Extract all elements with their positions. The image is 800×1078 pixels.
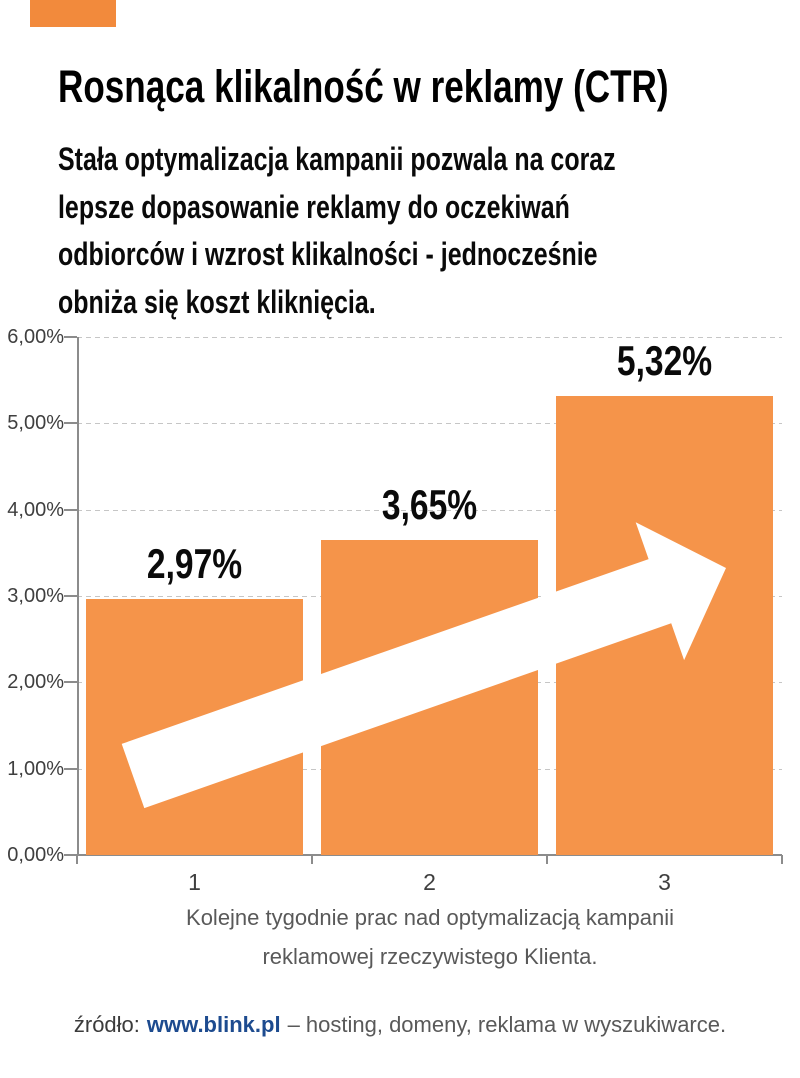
bar-week-2 <box>321 539 538 855</box>
y-axis-line <box>77 337 79 855</box>
bar-value-label: 5,32% <box>555 336 775 384</box>
gridline <box>77 337 782 338</box>
x-axis-tick <box>311 855 313 864</box>
page-title-text: Rosnąca klikalność w reklamy (CTR) <box>58 61 669 112</box>
chart-caption-line-1: Kolejne tygodnie prac nad optymalizacją … <box>186 905 674 930</box>
y-axis-label: 4,00% <box>7 498 64 521</box>
y-axis-label: 1,00% <box>7 757 64 780</box>
intro-text: Stała optymalizacja kampanii pozwala na … <box>58 136 773 326</box>
y-axis-label: 6,00% <box>7 326 64 348</box>
intro-line-3-text: odbiorców i wzrost klikalności - jednocz… <box>58 236 598 272</box>
y-axis-label: 3,00% <box>7 585 64 607</box>
bar-value-text: 5,32% <box>616 336 713 384</box>
bar-week-1 <box>86 598 303 855</box>
y-axis-tick <box>64 336 77 338</box>
source-label: źródło: <box>73 1012 140 1037</box>
intro-line-2: lepsze dopasowanie reklamy do oczekiwań <box>58 184 773 232</box>
x-axis-tick <box>781 855 783 864</box>
y-axis-tick <box>64 422 77 425</box>
intro-line-4: obniża się koszt kliknięcia. <box>58 279 773 327</box>
y-axis-label: 2,00% <box>7 671 64 694</box>
x-axis-label: 3 <box>658 869 671 895</box>
y-axis-label: 5,00% <box>7 412 64 435</box>
x-axis-label: 1 <box>188 869 201 895</box>
source-tagline: – hosting, domeny, reklama w wyszukiwarc… <box>287 1012 727 1037</box>
chart-caption-line-2: reklamowej rzeczywistego Klienta. <box>262 944 598 969</box>
bar-week-3 <box>556 395 773 855</box>
chart-caption: Kolejne tygodnie prac nad optymalizacją … <box>60 898 800 976</box>
x-axis-tick <box>76 855 78 864</box>
x-axis-tick <box>546 855 548 864</box>
y-axis-tick <box>64 681 77 684</box>
x-axis-label: 2 <box>423 869 436 895</box>
x-axis-line <box>64 854 782 856</box>
source-line: źródło: www.blink.pl – hosting, domeny, re… <box>0 1012 800 1038</box>
gridline <box>77 423 782 425</box>
page-title: Rosnąca klikalność w reklamy (CTR) <box>58 62 800 112</box>
gridline <box>77 509 782 511</box>
y-axis-tick <box>64 767 77 770</box>
bar-value-label: 2,97% <box>85 539 305 587</box>
bar-value-text: 2,97% <box>146 539 243 587</box>
intro-line-4-text: obniża się koszt kliknięcia. <box>58 283 376 320</box>
y-axis-tick <box>64 595 77 597</box>
source-link[interactable]: www.blink.pl <box>146 1012 281 1037</box>
brand-flag <box>30 0 116 27</box>
intro-line-2-text: lepsze dopasowanie reklamy do oczekiwań <box>58 188 570 225</box>
bar-value-text: 3,65% <box>381 480 478 528</box>
y-axis-tick <box>64 508 77 511</box>
intro-line-1: Stała optymalizacja kampanii pozwala na … <box>58 136 773 184</box>
intro-line-3: odbiorców i wzrost klikalności - jednocz… <box>58 231 773 279</box>
y-axis-label: 0,00% <box>7 844 64 866</box>
intro-line-1-text: Stała optymalizacja kampanii pozwala na … <box>58 141 616 177</box>
bar-value-label: 3,65% <box>320 480 540 528</box>
